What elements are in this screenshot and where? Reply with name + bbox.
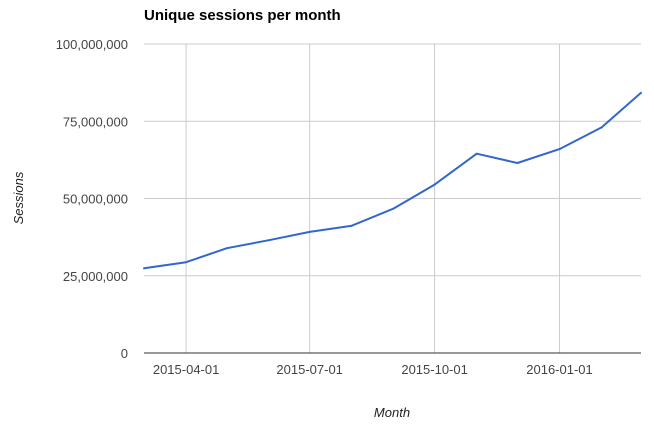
y-tick-label: 0: [121, 346, 128, 361]
chart-title: Unique sessions per month: [144, 7, 341, 24]
y-axis-label: Sessions: [11, 171, 26, 224]
x-tick-label: 2016-01-01: [526, 362, 593, 377]
data-point: [516, 162, 518, 164]
y-tick-label: 25,000,000: [63, 269, 128, 284]
y-tick-label: 75,000,000: [63, 114, 128, 129]
x-tick-label: 2015-07-01: [276, 362, 343, 377]
data-point: [434, 184, 436, 186]
data-point: [226, 247, 228, 249]
y-axis-ticks: 0 25,000,000 50,000,000 75,000,000 100,000,0…: [56, 37, 128, 361]
y-tick-label: 50,000,000: [63, 192, 128, 207]
data-point: [640, 92, 642, 94]
grid: [144, 44, 641, 353]
series-line: [144, 93, 641, 268]
data-point: [351, 225, 353, 227]
x-tick-label: 2015-04-01: [153, 362, 220, 377]
series: [143, 92, 642, 270]
data-point: [268, 239, 270, 241]
data-point: [309, 231, 311, 233]
x-axis-label: Month: [374, 405, 410, 420]
data-point: [185, 261, 187, 263]
data-point: [393, 207, 395, 209]
y-tick-label: 100,000,000: [56, 37, 128, 52]
x-axis-ticks: 2015-04-01 2015-07-01 2015-10-01 2016-01-01: [153, 362, 593, 377]
data-point: [476, 153, 478, 155]
data-point: [559, 148, 561, 150]
x-tick-label: 2015-10-01: [401, 362, 468, 377]
data-point: [143, 267, 145, 269]
data-point: [601, 126, 603, 128]
